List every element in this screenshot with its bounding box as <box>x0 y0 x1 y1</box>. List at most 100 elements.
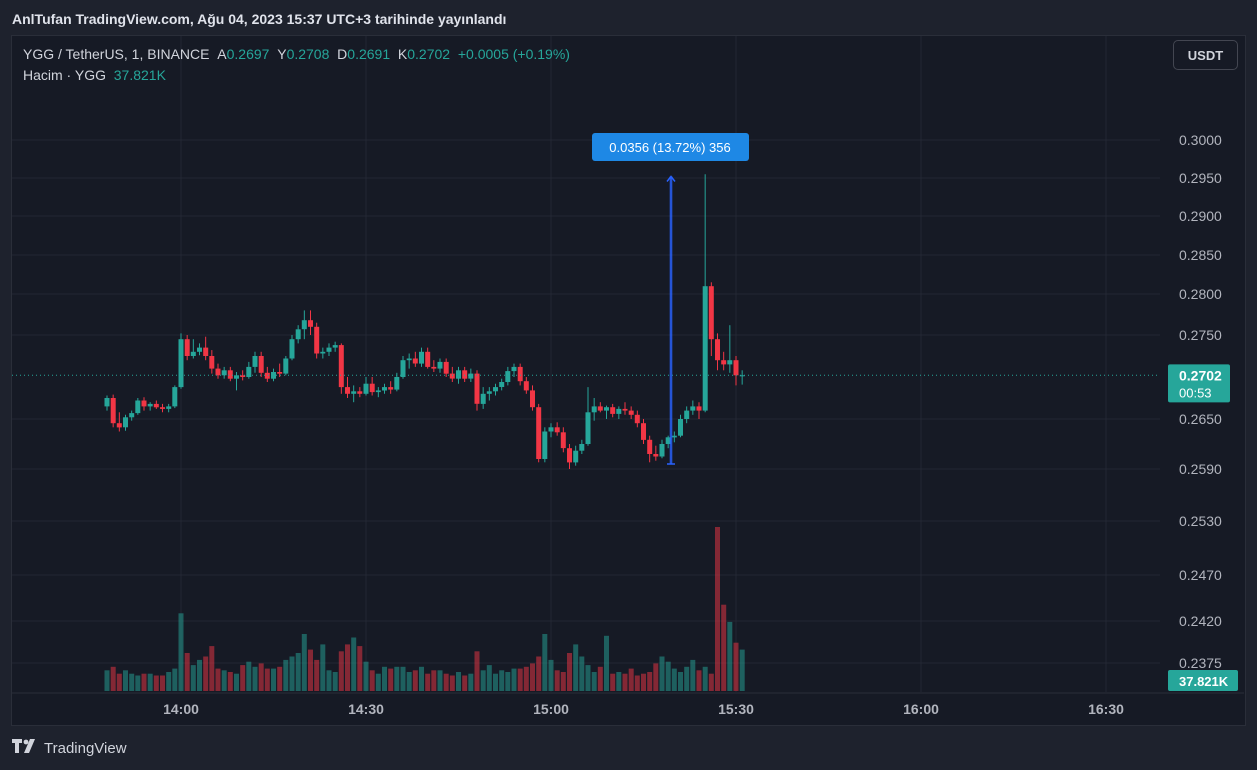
volume-bar <box>579 656 585 691</box>
volume-value: 37.821K <box>113 67 166 83</box>
volume-bar <box>375 673 381 691</box>
candle-body <box>493 387 498 392</box>
volume-bar <box>739 649 745 691</box>
volume-bar <box>573 644 579 691</box>
volume-bar <box>227 672 233 691</box>
volume-bar <box>357 646 363 691</box>
candle-body <box>647 439 653 454</box>
volume-bar <box>221 670 227 691</box>
symbol-label[interactable]: YGG / TetherUS, 1, BINANCE <box>23 46 210 62</box>
candle-body <box>739 375 745 377</box>
volume-bar <box>135 675 141 691</box>
price-tick-label: 0.2590 <box>1179 461 1222 477</box>
tradingview-brand[interactable]: TradingView <box>12 739 127 757</box>
volume-label[interactable]: Hacim · YGG <box>23 67 106 83</box>
candle-body <box>314 326 320 354</box>
volume-bar <box>394 666 400 691</box>
candle-body <box>406 358 412 361</box>
volume-bar <box>499 670 505 691</box>
currency-button[interactable]: USDT <box>1173 40 1238 70</box>
volume-bar <box>129 673 135 691</box>
candle-body <box>486 391 492 394</box>
volume-bar <box>252 666 258 691</box>
candle-body <box>283 358 289 374</box>
candle-body <box>215 368 221 376</box>
candlestick-series <box>12 174 1160 469</box>
volume-bar <box>517 668 523 691</box>
volume-bar <box>462 675 468 691</box>
candle-body <box>468 373 474 379</box>
volume-bar <box>659 656 665 691</box>
volume-bar <box>178 613 184 691</box>
candle-body <box>628 410 634 415</box>
candle-body <box>172 387 178 407</box>
candle-body <box>425 351 431 367</box>
time-tick-label: 16:00 <box>903 701 939 717</box>
volume-bar <box>505 672 511 691</box>
candle-body <box>431 366 437 369</box>
candle-body <box>345 387 350 394</box>
price-range-measure: 0.0356 (13.72%) 356 <box>592 133 749 465</box>
candle-body <box>715 339 720 361</box>
volume-bar <box>468 673 474 691</box>
time-tick-label: 16:30 <box>1088 701 1124 717</box>
countdown-label: 00:53 <box>1179 385 1212 400</box>
candle-body <box>363 383 369 394</box>
publish-caption: AnlTufan TradingView.com, Ağu 04, 2023 1… <box>12 11 507 27</box>
high-value: 0.2708 <box>286 46 330 62</box>
volume-bar <box>419 666 424 691</box>
candle-body <box>301 320 307 330</box>
volume-bar <box>690 659 696 691</box>
candle-body <box>209 356 215 369</box>
candle-body <box>227 370 233 379</box>
volume-bar <box>647 672 653 691</box>
volume-bar <box>400 666 406 691</box>
volume-bar <box>678 672 683 691</box>
volume-bar <box>246 661 252 691</box>
volume-bar <box>190 665 196 691</box>
candle-body <box>659 444 665 457</box>
candle-body <box>622 408 628 411</box>
volume-bars <box>104 527 745 691</box>
candle-body <box>653 454 659 457</box>
close-label: K <box>397 46 408 62</box>
candle-body <box>567 448 572 463</box>
price-tick-label: 0.2800 <box>1179 286 1222 302</box>
volume-bar <box>523 666 529 691</box>
volume-badge <box>1168 670 1238 691</box>
volume-bar <box>240 665 246 691</box>
price-tick-label: 0.2530 <box>1179 513 1222 529</box>
volume-bar <box>628 668 634 691</box>
volume-bar <box>314 659 320 691</box>
volume-bar <box>277 666 283 691</box>
candle-body <box>708 286 714 340</box>
volume-bar <box>634 675 640 691</box>
volume-bar <box>308 649 313 691</box>
candle-body <box>123 417 128 428</box>
volume-bar <box>443 673 449 691</box>
chart-frame[interactable] <box>11 35 1246 726</box>
candle-body <box>443 361 449 374</box>
price-tick-label: 0.3000 <box>1179 132 1222 148</box>
brand-name: TradingView <box>44 739 127 757</box>
volume-bar <box>116 673 122 691</box>
candle-body <box>129 413 135 418</box>
candle-body <box>351 391 357 394</box>
volume-bar <box>338 651 344 691</box>
volume-bar <box>591 672 597 691</box>
candle-body <box>702 286 708 411</box>
last-price-badge <box>1168 364 1230 403</box>
volume-bar <box>234 673 239 691</box>
volume-bar <box>708 673 714 691</box>
volume-bar <box>616 672 622 691</box>
candle-body <box>671 435 677 438</box>
open-label: A <box>217 46 227 62</box>
volume-bar <box>511 668 517 691</box>
candle-body <box>246 366 252 377</box>
candle-body <box>326 347 332 352</box>
volume-bar <box>271 668 276 691</box>
price-tick-label: 0.2950 <box>1179 170 1222 186</box>
volume-bar <box>653 663 659 691</box>
volume-bar <box>542 634 548 691</box>
